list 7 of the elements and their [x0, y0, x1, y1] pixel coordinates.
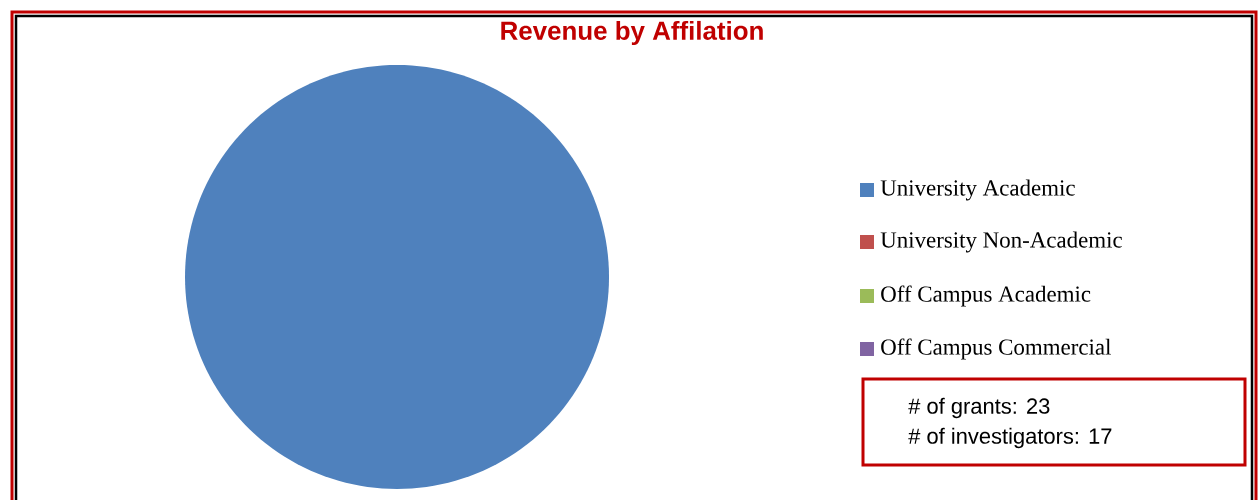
legend-label: Off Campus Academic [881, 285, 1091, 307]
legend-label: University Non-Academic [880, 231, 1122, 253]
chart-title: Revenue by Affilation [501, 20, 763, 46]
legend-label: Off Campus Commercial [881, 338, 1111, 360]
text: # of investigators: 17 [908, 427, 1112, 449]
legend-label: University Academic [880, 179, 1075, 201]
text: # of grants: 23 [908, 397, 1050, 419]
